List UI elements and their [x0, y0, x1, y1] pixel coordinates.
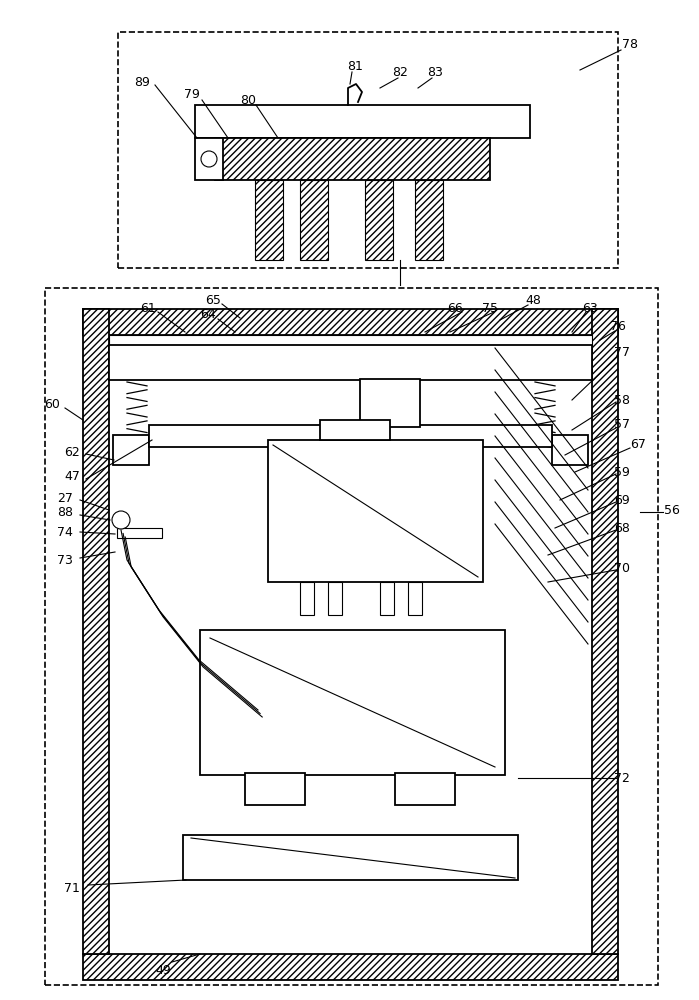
Text: 79: 79	[184, 89, 200, 102]
Bar	[183, 835, 518, 880]
Bar	[113, 435, 149, 465]
Text: 66: 66	[447, 302, 463, 314]
Text: 71: 71	[64, 882, 80, 894]
Text: 75: 75	[482, 302, 498, 314]
Text: 65: 65	[205, 294, 221, 306]
Bar	[215, 138, 490, 180]
Text: 78: 78	[622, 38, 638, 51]
Text: 76: 76	[610, 320, 626, 334]
Text: 58: 58	[614, 393, 630, 406]
Text: 56: 56	[664, 504, 680, 516]
Bar	[408, 582, 422, 615]
Text: 68: 68	[614, 522, 630, 534]
Bar	[200, 630, 505, 775]
Text: 69: 69	[614, 493, 630, 506]
Bar	[300, 180, 328, 260]
Text: 49: 49	[155, 964, 171, 976]
Bar	[552, 435, 588, 465]
Bar	[118, 32, 618, 268]
Text: 27: 27	[57, 491, 73, 504]
Circle shape	[112, 511, 130, 529]
Bar	[395, 773, 455, 805]
Text: 62: 62	[64, 446, 80, 458]
Bar	[380, 582, 394, 615]
Text: 47: 47	[64, 471, 80, 484]
Text: 72: 72	[614, 772, 630, 784]
Bar	[320, 420, 390, 440]
Bar	[245, 773, 305, 805]
Bar	[45, 288, 658, 985]
Bar	[109, 335, 592, 345]
Text: 48: 48	[525, 294, 541, 306]
Bar	[83, 954, 618, 980]
Text: 83: 83	[427, 66, 443, 79]
Bar	[83, 309, 618, 335]
Bar	[300, 582, 314, 615]
Bar	[255, 180, 283, 260]
Text: 57: 57	[614, 418, 630, 432]
Bar	[268, 440, 483, 582]
Bar	[83, 309, 109, 954]
Bar	[592, 309, 618, 954]
Bar	[328, 582, 342, 615]
Bar	[415, 180, 443, 260]
Text: 89: 89	[134, 76, 150, 89]
Text: 80: 80	[240, 94, 256, 106]
Bar	[195, 138, 223, 180]
Text: 60: 60	[44, 398, 60, 412]
Text: 61: 61	[140, 302, 156, 314]
Text: 59: 59	[614, 466, 630, 479]
Text: 73: 73	[57, 554, 73, 566]
Text: 74: 74	[57, 526, 73, 540]
Text: 88: 88	[57, 506, 73, 520]
Bar	[195, 105, 530, 138]
Text: 77: 77	[614, 346, 630, 359]
Text: 82: 82	[392, 66, 408, 79]
Text: 70: 70	[614, 562, 630, 574]
Bar	[365, 180, 393, 260]
Bar	[360, 379, 420, 427]
Text: 64: 64	[200, 308, 216, 322]
Text: 81: 81	[347, 60, 363, 73]
Text: 63: 63	[582, 302, 598, 314]
Text: 67: 67	[630, 438, 646, 452]
Circle shape	[201, 151, 217, 167]
Bar	[149, 425, 552, 447]
Bar	[109, 345, 592, 380]
Bar	[117, 528, 162, 538]
